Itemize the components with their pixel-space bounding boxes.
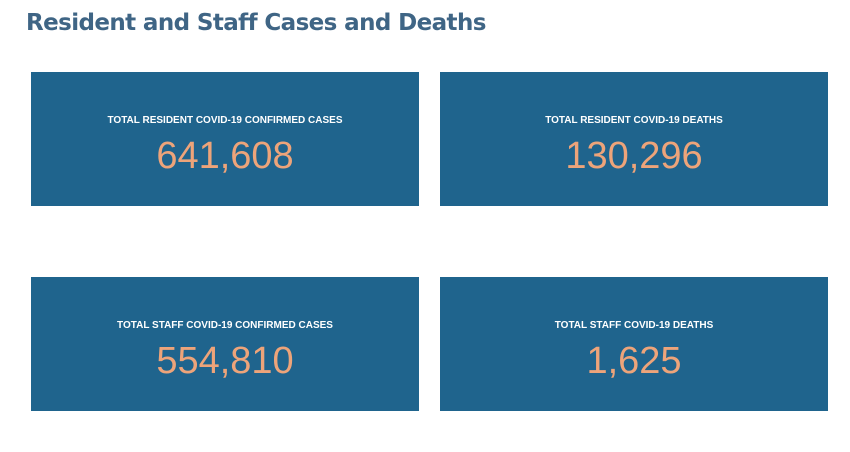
staff-deaths-label: TOTAL STAFF COVID-19 DEATHS — [554, 320, 714, 331]
resident-cases-card: TOTAL RESIDENT COVID-19 CONFIRMED CASES … — [31, 72, 419, 206]
staff-cases-value: 554,810 — [156, 340, 294, 382]
page-title: Resident and Staff Cases and Deaths — [26, 10, 486, 36]
staff-cases-label: TOTAL STAFF COVID-19 CONFIRMED CASES — [117, 320, 333, 331]
resident-deaths-label: TOTAL RESIDENT COVID-19 DEATHS — [545, 115, 723, 126]
resident-deaths-value: 130,296 — [565, 135, 703, 177]
resident-cases-label: TOTAL RESIDENT COVID-19 CONFIRMED CASES — [107, 115, 343, 126]
resident-cases-value: 641,608 — [156, 135, 294, 177]
staff-deaths-value: 1,625 — [586, 340, 682, 382]
resident-deaths-card: TOTAL RESIDENT COVID-19 DEATHS 130,296 — [440, 72, 828, 206]
staff-deaths-card: TOTAL STAFF COVID-19 DEATHS 1,625 — [440, 277, 828, 411]
staff-cases-card: TOTAL STAFF COVID-19 CONFIRMED CASES 554… — [31, 277, 419, 411]
